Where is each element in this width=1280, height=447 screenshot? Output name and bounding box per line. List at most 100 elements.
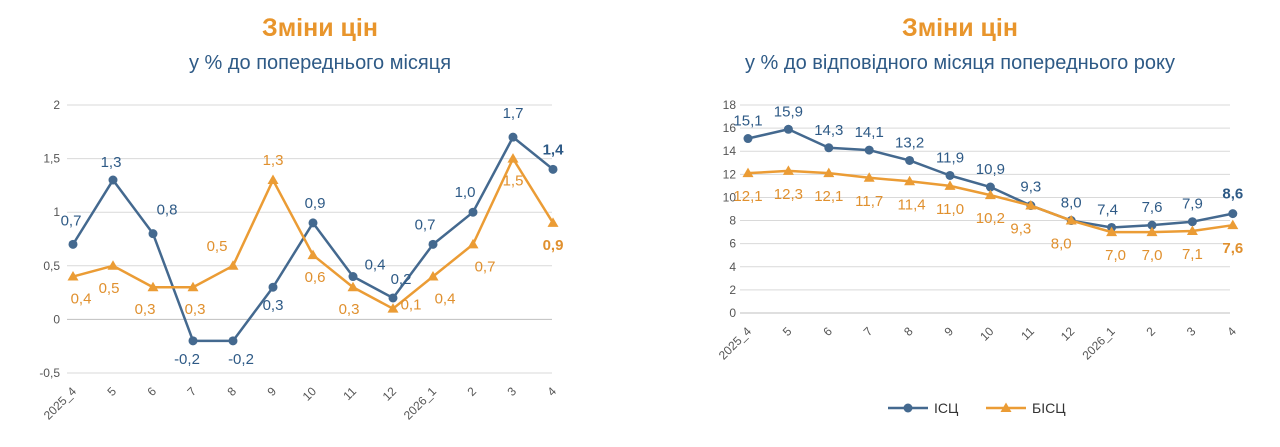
data-label: 0,9 — [305, 195, 326, 212]
data-label: 8,0 — [1061, 195, 1082, 212]
data-label: 0,4 — [365, 257, 386, 274]
data-point — [388, 293, 398, 303]
data-label: 9,3 — [1010, 221, 1031, 238]
data-point — [147, 281, 159, 292]
x-tick-label: 3 — [1184, 324, 1199, 339]
data-point — [783, 124, 793, 134]
data-point — [1187, 217, 1197, 227]
data-point — [1025, 200, 1037, 210]
data-point — [268, 282, 278, 292]
legend-label: БІСЦ — [1032, 400, 1066, 416]
chart-monthly-change: Зміни цін у % до попереднього місяця -0,… — [39, 14, 564, 422]
data-point — [107, 260, 119, 270]
x-tick-label: 2 — [464, 384, 479, 399]
data-point — [824, 143, 834, 153]
y-tick-label: -0,5 — [39, 366, 60, 380]
x-tick-label: 2 — [1143, 324, 1158, 339]
y-tick-label: 16 — [723, 121, 737, 135]
data-point — [108, 175, 118, 185]
y-tick-label: 18 — [723, 98, 737, 112]
chart-plot-area: -0,5 0 0,5 1 1,5 2 2025_4 5 6 7 8 9 10 11 12 2026_1 2 3 4 0… — [39, 98, 564, 422]
x-tick-label: 5 — [104, 384, 119, 399]
x-tick-label: 12 — [1058, 324, 1078, 344]
chart-legend: ІСЦ БІСЦ — [640, 398, 1280, 418]
y-tick-label: 0 — [53, 312, 60, 326]
y-tick-label: 6 — [729, 237, 736, 251]
data-point — [1065, 215, 1077, 225]
legend-triangle-marker-icon — [986, 402, 1026, 412]
x-tick-label: 3 — [504, 384, 519, 399]
data-point — [782, 165, 794, 175]
data-label: 0,7 — [415, 216, 436, 233]
data-point — [823, 167, 835, 178]
data-point — [1227, 219, 1239, 230]
series-line-bisc — [72, 157, 555, 310]
data-point — [427, 271, 439, 281]
x-tick-label: 7 — [184, 384, 199, 399]
chart-title: Зміни цін — [262, 14, 378, 42]
data-point — [387, 303, 399, 313]
x-tick-label: 2025_4 — [716, 324, 754, 362]
data-point — [904, 175, 916, 186]
x-tick-label: 10 — [300, 384, 320, 404]
y-tick-label: 0 — [729, 306, 736, 320]
x-tick-label: 8 — [901, 324, 916, 339]
x-tick-label: 6 — [820, 324, 835, 339]
data-label: 7,6 — [1142, 199, 1163, 216]
data-label: 14,1 — [855, 124, 884, 141]
x-tick-label: 12 — [380, 384, 400, 404]
data-label: 0,3 — [263, 297, 284, 314]
data-point — [68, 239, 78, 249]
data-point — [547, 217, 559, 227]
data-label: 0,2 — [391, 271, 412, 288]
data-label: 7,0 — [1105, 247, 1126, 264]
chart-annual-change: Зміни цін у % до відповідного місяця поп… — [640, 0, 1280, 447]
x-tick-label: 7 — [861, 324, 876, 339]
data-label: 0,7 — [475, 258, 496, 275]
x-tick-label: 9 — [941, 324, 956, 339]
data-label: 0,3 — [185, 301, 206, 318]
data-point — [1228, 209, 1238, 219]
data-label: 10,9 — [976, 161, 1005, 178]
data-label: 7,9 — [1182, 196, 1203, 213]
data-point — [308, 218, 318, 228]
data-point — [467, 238, 479, 249]
y-tick-label: 0,5 — [43, 259, 60, 273]
x-tick-label: 6 — [144, 384, 159, 399]
data-label: 13,2 — [895, 134, 924, 151]
data-point — [1146, 226, 1158, 237]
x-tick-label: 2025_4 — [41, 384, 79, 422]
data-point — [864, 145, 874, 155]
data-label: 1,3 — [101, 154, 122, 171]
data-point — [307, 249, 319, 260]
data-point — [508, 132, 518, 142]
x-tick-label: 2026_1 — [1080, 324, 1118, 362]
data-label: 0,8 — [157, 202, 178, 219]
data-label: 9,3 — [1020, 179, 1041, 196]
x-tick-label: 2026_1 — [401, 384, 439, 422]
data-point — [227, 260, 239, 270]
data-point — [548, 164, 558, 174]
y-tick-label: 2 — [53, 98, 60, 112]
data-label: 11,0 — [936, 201, 964, 218]
data-label: 12,1 — [733, 188, 762, 205]
data-point — [743, 134, 753, 144]
x-tick-label: 11 — [340, 384, 359, 403]
data-point — [67, 271, 79, 281]
data-label: 7,1 — [1182, 246, 1203, 263]
data-label: -0,2 — [228, 351, 254, 368]
data-label: 0,5 — [207, 238, 228, 255]
data-label: 0,5 — [99, 280, 120, 297]
data-point — [945, 170, 955, 180]
data-label: 8,0 — [1051, 236, 1072, 253]
data-label: 0,4 — [71, 291, 92, 308]
data-label: 11,4 — [898, 196, 926, 213]
data-point — [1147, 220, 1157, 230]
data-point — [1106, 226, 1118, 237]
data-point — [742, 167, 754, 178]
data-label: 7,6 — [1222, 240, 1243, 257]
data-label: 12,1 — [814, 188, 843, 205]
data-label: 1,3 — [263, 152, 284, 169]
data-point — [984, 189, 996, 200]
